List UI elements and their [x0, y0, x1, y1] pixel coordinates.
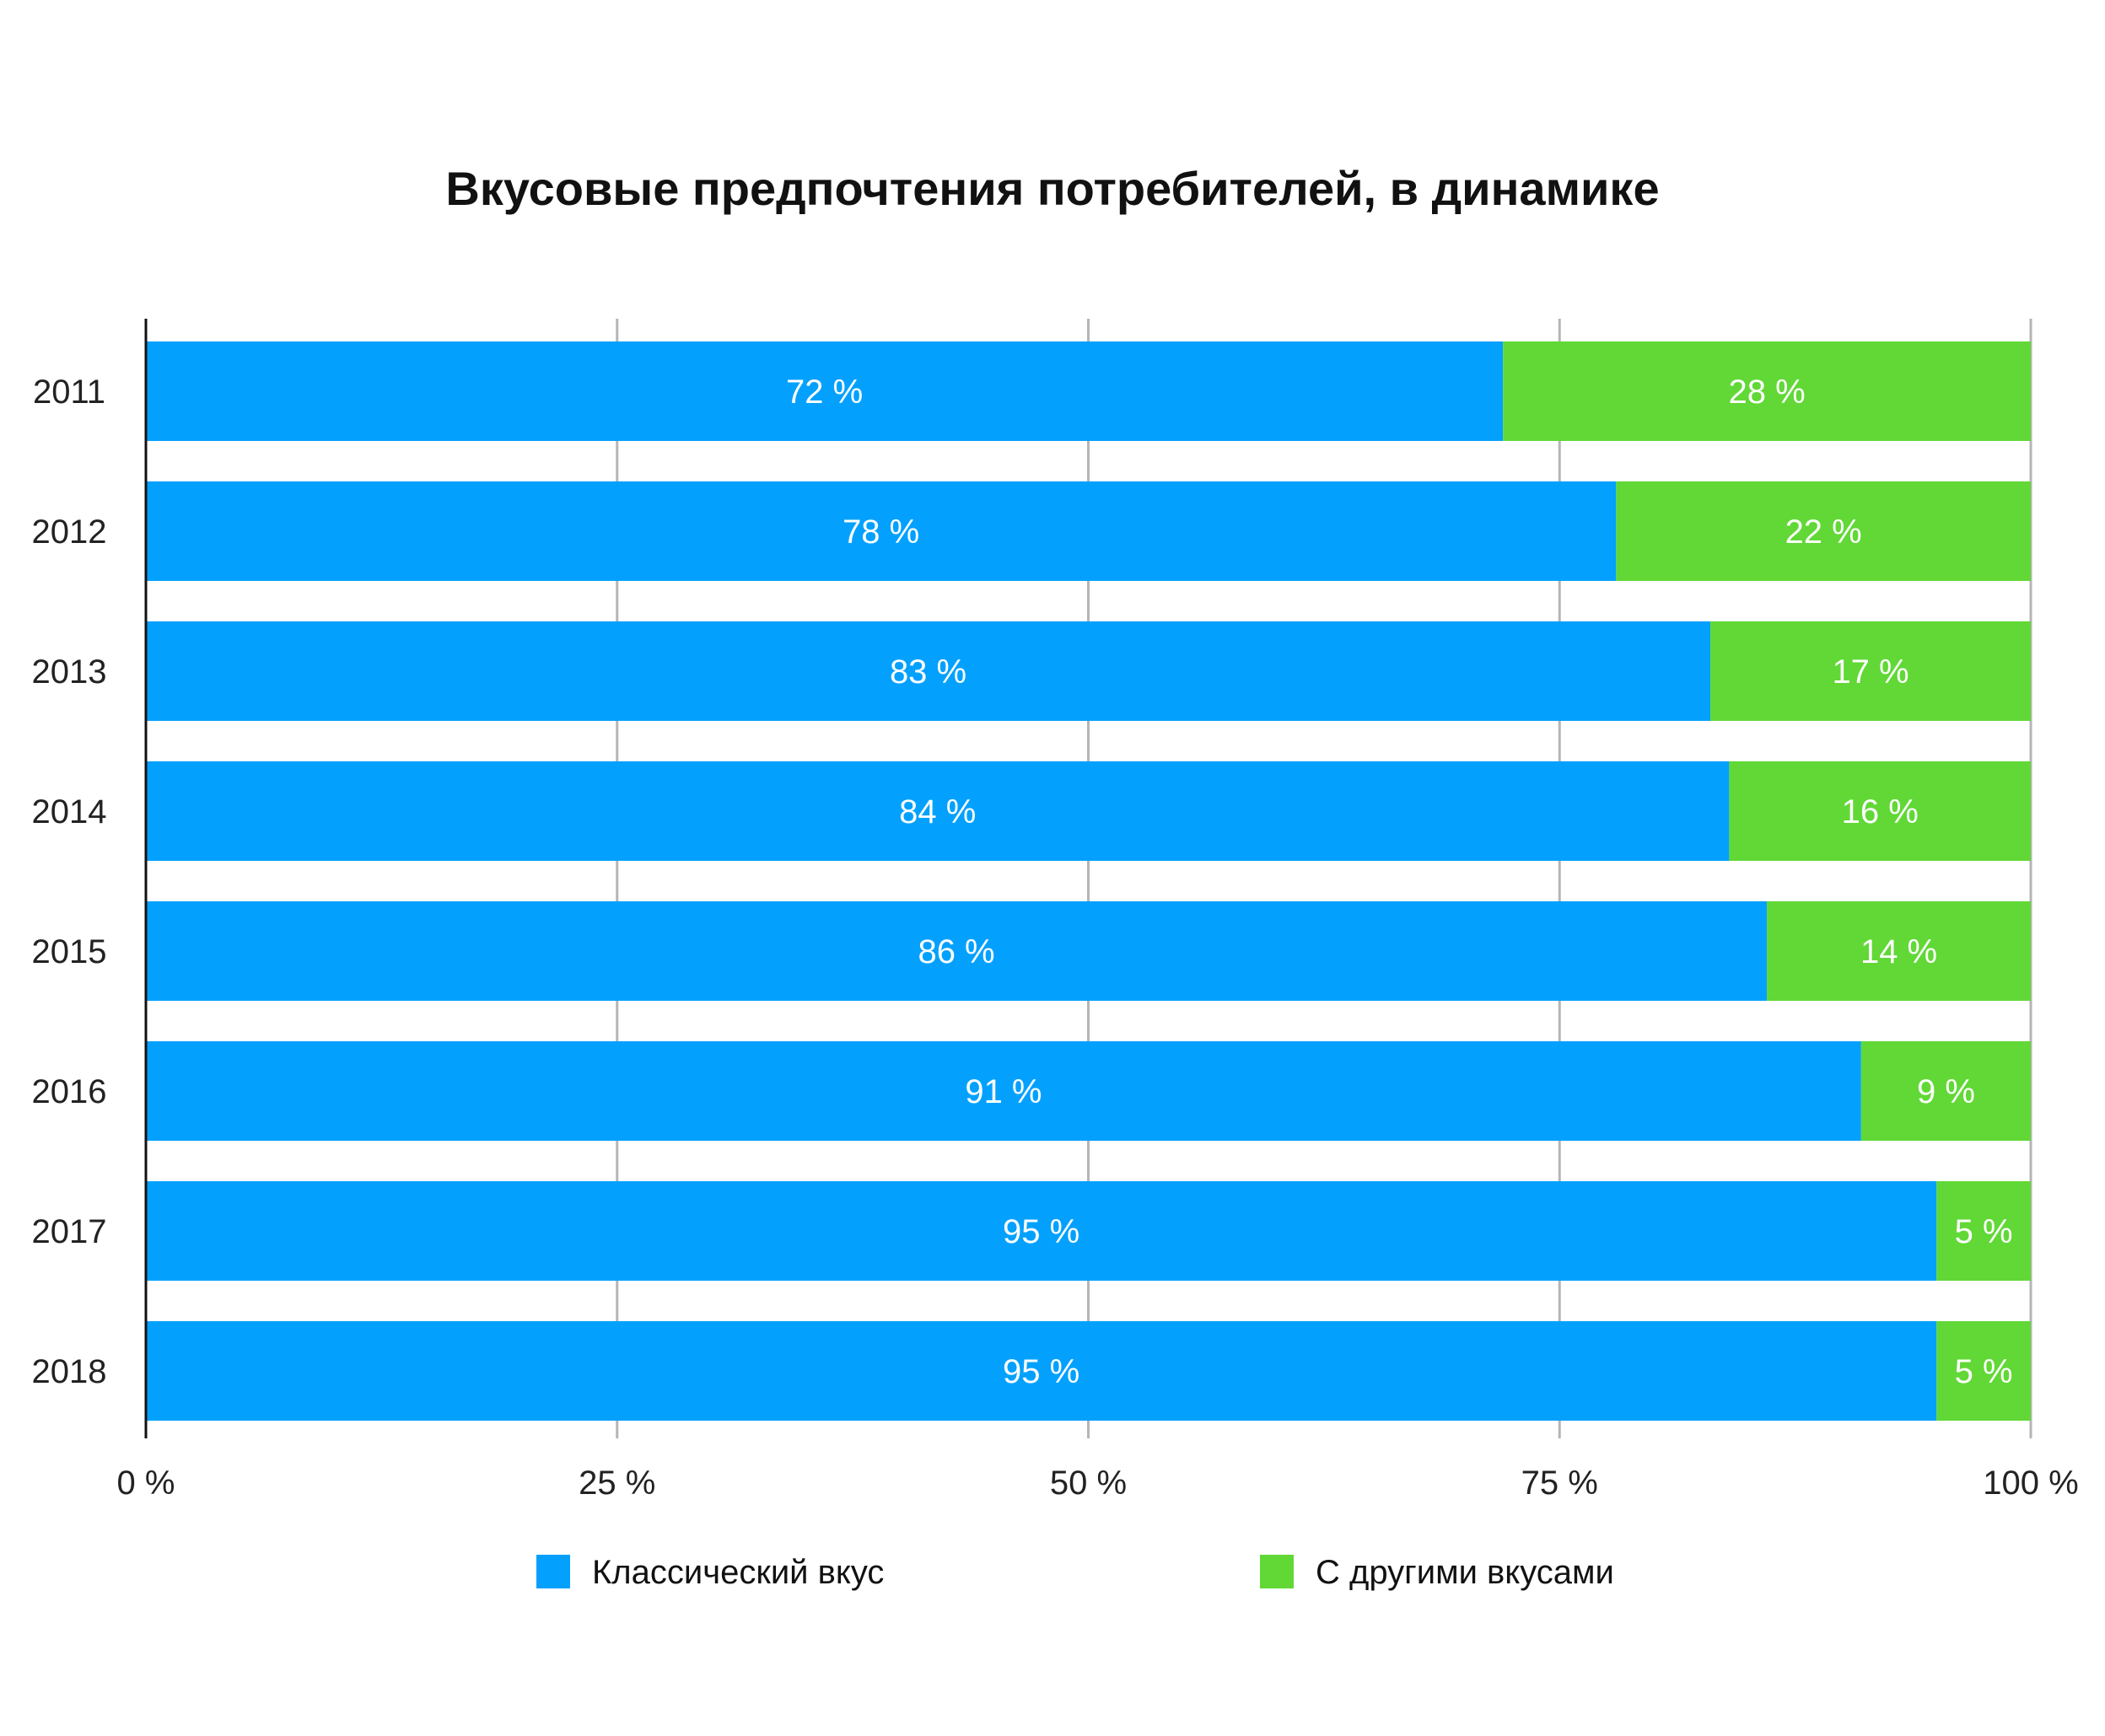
- bar-label-2011-series-2: 28 %: [1729, 374, 1806, 411]
- bar-label-2013-series-2: 17 %: [1832, 653, 1908, 691]
- category-label-2018: 2018: [32, 1353, 107, 1390]
- category-label-2015: 2015: [32, 933, 107, 970]
- bar-label-2018-series-1: 95 %: [1003, 1353, 1079, 1390]
- bar-2015-series-1: [146, 901, 1768, 1001]
- bar-label-2013-series-1: 83 %: [890, 653, 966, 691]
- category-label-2011: 2011: [33, 374, 105, 411]
- category-labels: 2011 2012 2013 2014 2015 2016 2017 2018: [32, 374, 107, 1390]
- bar-label-2012-series-2: 22 %: [1785, 513, 1862, 551]
- x-tick-label-100: 100 %: [1983, 1465, 2078, 1502]
- bar-label-2018-series-2: 5 %: [1955, 1353, 2013, 1390]
- bar-label-2011-series-1: 72 %: [786, 374, 863, 411]
- legend-label-1: Классический вкус: [592, 1554, 884, 1591]
- bar-label-2015-series-1: 86 %: [918, 933, 994, 970]
- category-label-2016: 2016: [32, 1073, 107, 1110]
- bar-2014-series-1: [146, 761, 1730, 861]
- bar-label-2016-series-1: 91 %: [965, 1073, 1042, 1110]
- category-label-2014: 2014: [32, 793, 107, 830]
- bar-2017-series-1: [146, 1181, 1937, 1281]
- bar-2014-series-2: [1729, 761, 2031, 861]
- category-label-2013: 2013: [32, 653, 107, 691]
- x-tick-label-0: 0 %: [117, 1465, 175, 1502]
- bar-2017-series-2: [1936, 1181, 2031, 1281]
- bars: 72 % 28 % 78 % 22 % 83 % 17 % 84 % 16 % 86 % 14 %…: [146, 341, 2031, 1421]
- category-label-2012: 2012: [32, 513, 107, 551]
- bar-2016-series-1: [146, 1041, 1861, 1141]
- category-label-2017: 2017: [32, 1213, 107, 1250]
- x-tick-labels: 0 % 25 % 50 % 75 % 100 %: [117, 1465, 2079, 1502]
- bar-label-2017-series-1: 95 %: [1003, 1213, 1079, 1250]
- bar-label-2012-series-1: 78 %: [843, 513, 919, 551]
- bar-2016-series-2: [1860, 1041, 2031, 1141]
- x-tick-label-50: 50 %: [1050, 1465, 1127, 1502]
- x-tick-label-25: 25 %: [579, 1465, 655, 1502]
- bar-label-2015-series-2: 14 %: [1860, 933, 1937, 970]
- bar-2012-series-1: [146, 481, 1617, 581]
- bar-2013-series-1: [146, 621, 1711, 721]
- bar-label-2016-series-2: 9 %: [1917, 1073, 1975, 1110]
- bar-2018-series-2: [1936, 1321, 2031, 1421]
- legend-swatch-2: [1260, 1555, 1294, 1588]
- legend-swatch-1: [536, 1555, 570, 1588]
- bar-2015-series-2: [1767, 901, 2031, 1001]
- bar-label-2014-series-2: 16 %: [1842, 793, 1919, 830]
- bar-2012-series-2: [1616, 481, 2031, 581]
- bar-2018-series-1: [146, 1321, 1937, 1421]
- legend-label-2: С другими вкусами: [1316, 1554, 1614, 1591]
- bar-2011-series-2: [1503, 341, 2031, 441]
- bar-2013-series-2: [1710, 621, 2031, 721]
- x-tick-label-75: 75 %: [1521, 1465, 1598, 1502]
- bar-label-2014-series-1: 84 %: [899, 793, 976, 830]
- chart-title: Вкусовые предпочтения потребителей, в ди…: [445, 162, 1659, 215]
- bar-2011-series-1: [146, 341, 1504, 441]
- legend: Классический вкус С другими вкусами: [536, 1554, 1614, 1591]
- bar-label-2017-series-2: 5 %: [1955, 1213, 2013, 1250]
